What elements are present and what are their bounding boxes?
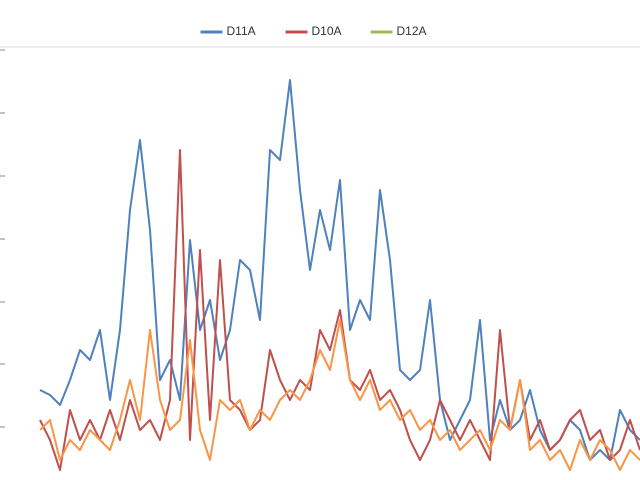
- series-line: [39, 149, 640, 471]
- legend-label: D10A: [312, 24, 342, 38]
- legend-label: D12A: [397, 24, 427, 38]
- legend-label: D11A: [227, 24, 256, 38]
- series-line: [39, 319, 640, 471]
- series-line: [39, 79, 640, 461]
